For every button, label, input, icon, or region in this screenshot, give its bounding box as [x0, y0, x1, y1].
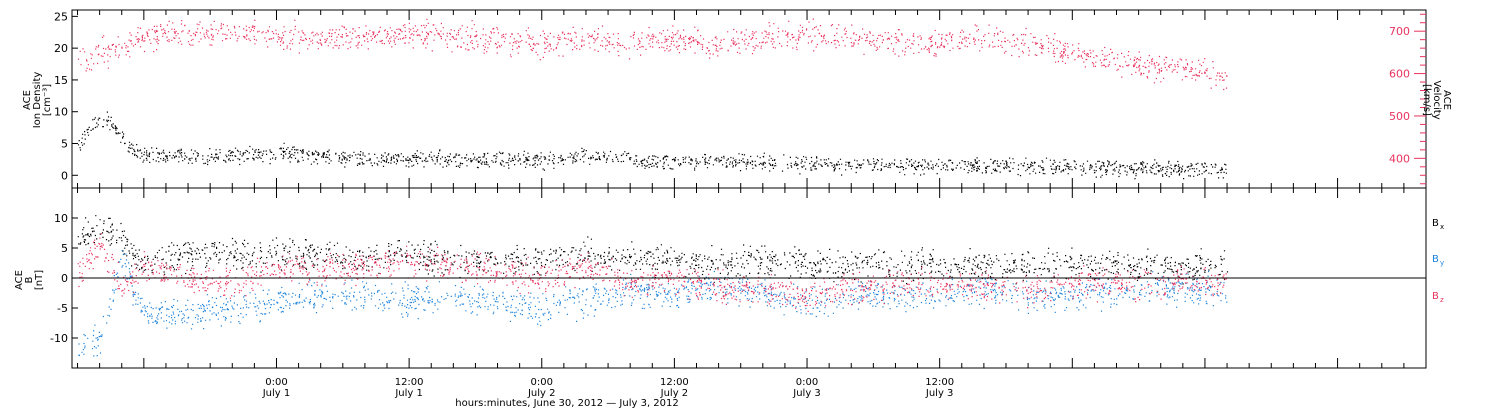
bottom-left-tick-label: -10	[50, 332, 68, 345]
legend-by-main: B	[1432, 254, 1439, 265]
top-right-label-line-2: Velocity	[1431, 80, 1442, 119]
x-tick-time-label: 12:00	[925, 377, 954, 388]
bottom-left-tick-label: 10	[54, 212, 68, 225]
bottom-left-label-line-2: B	[24, 276, 35, 283]
series-velocity-points	[77, 18, 1228, 91]
top-left-tick-label: 20	[54, 42, 68, 55]
top-right-label-line-3: [km/s]	[1421, 84, 1432, 116]
bottom-left-axis-label: ACE B [nT]	[14, 270, 45, 290]
legend-bz-sub: z	[1440, 296, 1444, 304]
bottom-left-tick-label: 5	[61, 242, 68, 255]
series-Bx-dots	[77, 215, 1229, 285]
series-density-points	[77, 111, 1227, 180]
axis-ticks: 0510152025400500600700-10-505100:00July …	[50, 10, 1426, 399]
top-left-axis-label: ACE Ion Density [cm⁻³]	[22, 72, 53, 129]
x-tick-date-label: July 3	[925, 388, 954, 399]
x-tick-date-label: July 3	[792, 388, 821, 399]
top-right-tick-label: 700	[1389, 25, 1410, 38]
series-density-dots	[77, 111, 1227, 180]
x-tick-date-label: July 2	[660, 388, 689, 399]
top-right-axis-label: ACE Velocity [km/s]	[1421, 80, 1452, 119]
series-Bz-dots	[77, 233, 1227, 312]
x-tick-time-label: 0:00	[265, 377, 287, 388]
bottom-left-label-line-3: [nT]	[34, 270, 45, 290]
top-left-tick-label: 5	[61, 138, 68, 151]
top-left-tick-label: 25	[54, 10, 68, 23]
top-left-tick-label: 15	[54, 74, 68, 87]
chart-marks	[72, 18, 1426, 357]
top-right-tick-label: 600	[1389, 68, 1410, 81]
x-tick-time-label: 12:00	[395, 377, 424, 388]
legend-bx-main: B	[1432, 218, 1439, 229]
x-tick-date-label: July 1	[394, 388, 423, 399]
top-left-label-line-3: [cm⁻³]	[42, 84, 53, 116]
series-Bx-points	[77, 215, 1229, 285]
legend-by: B y	[1432, 254, 1444, 267]
bottom-left-tick-label: -5	[57, 302, 68, 315]
legend-bz: B z	[1432, 291, 1444, 304]
top-right-tick-label: 500	[1389, 110, 1410, 123]
x-tick-time-label: 0:00	[531, 377, 553, 388]
legend-by-sub: y	[1440, 259, 1444, 267]
top-left-label-line-2: Ion Density	[32, 72, 43, 129]
top-left-tick-label: 0	[61, 169, 68, 182]
bottom-left-tick-label: 0	[61, 272, 68, 285]
top-right-tick-label: 400	[1389, 152, 1410, 165]
top-right-label-line-1: ACE	[1441, 90, 1452, 110]
x-tick-time-label: 12:00	[660, 377, 689, 388]
legend-bx-sub: x	[1440, 223, 1444, 231]
top-left-tick-label: 10	[54, 106, 68, 119]
legend-bz-main: B	[1432, 291, 1439, 302]
x-tick-date-label: July 1	[262, 388, 291, 399]
bottom-left-label-line-1: ACE	[14, 270, 25, 290]
x-axis-label: hours:minutes, June 30, 2012 — July 3, 2…	[455, 398, 679, 409]
x-tick-date-label: July 2	[527, 388, 556, 399]
series-Bz-points	[77, 233, 1227, 312]
series-velocity-dots	[77, 18, 1228, 91]
legend-bx: B x	[1432, 218, 1444, 231]
x-tick-time-label: 0:00	[796, 377, 818, 388]
top-left-label-line-1: ACE	[22, 90, 33, 110]
